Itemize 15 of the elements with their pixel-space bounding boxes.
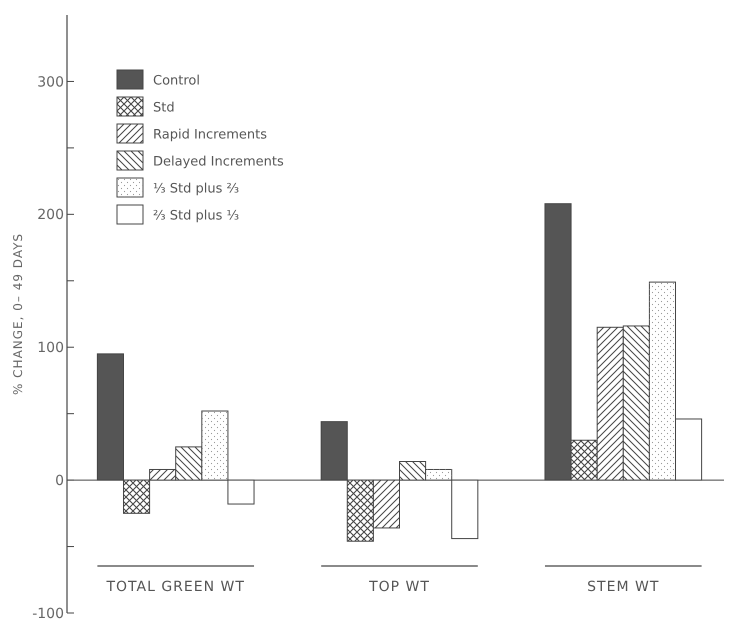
y-tick-label: 200 <box>37 207 64 224</box>
legend-label: Delayed Increments <box>153 154 284 170</box>
y-axis-title: % CHANGE, 0– 49 DAYS <box>11 232 25 396</box>
legend-label: Control <box>153 74 200 89</box>
x-tick-label: TOP WT <box>368 579 430 595</box>
y-tick-label: 100 <box>37 340 64 356</box>
x-tick-label: STEM WT <box>587 579 660 595</box>
y-tick-label: 300 <box>37 74 64 90</box>
legend-label: ⅔ Std plus ⅓ <box>153 208 240 224</box>
x-tick-label: TOTAL GREEN WT <box>105 579 245 595</box>
legend-label: Std <box>153 100 175 116</box>
y-tick-label: -100 <box>32 606 64 622</box>
legend-label: Rapid Increments <box>153 128 268 143</box>
y-tick-label: 0 <box>55 473 64 490</box>
legend-label: ⅓ Std plus ⅔ <box>153 182 240 197</box>
